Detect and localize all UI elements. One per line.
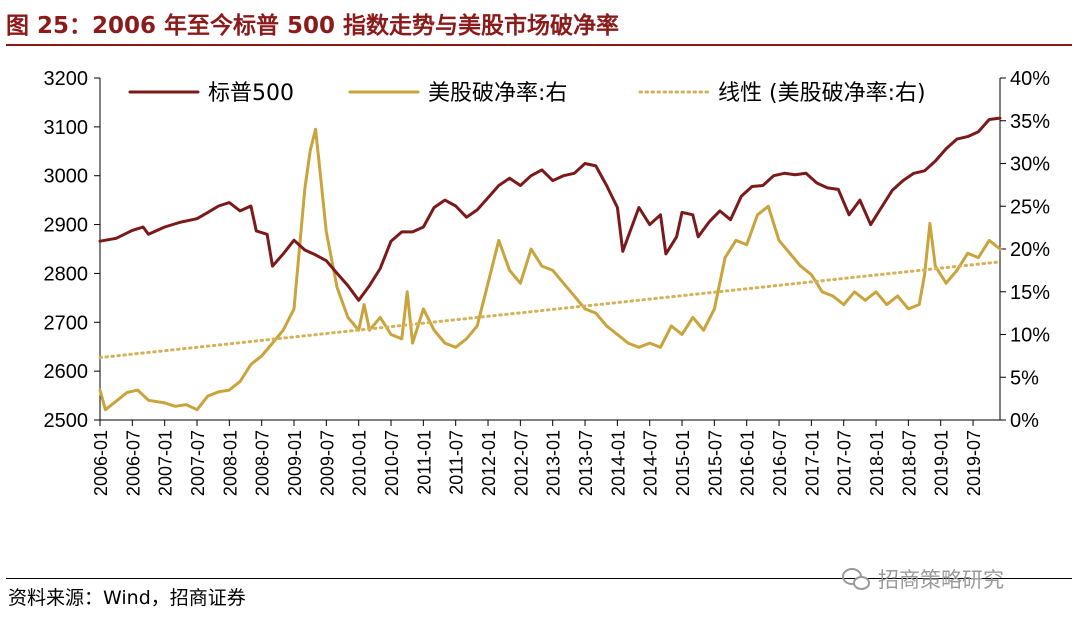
x-tick-label: 2007-07 [188,430,208,496]
x-tick-label: 2009-01 [285,430,305,496]
x-tick-label: 2014-01 [608,430,628,496]
y-left-tick-label: 3100 [44,117,89,139]
x-axis: 2006-01 2006-07 2007-01 2007-07 2008-01 2008-… [91,420,984,496]
y-axis-left: 2500 2600 2700 2800 2900 3000 3100 3200 [44,68,100,432]
y-left-tick-label: 2500 [44,410,89,432]
figure-title: 图 25：2006 年至今标普 500 指数走势与美股市场破净率 [6,8,1072,46]
y-right-tick-label: 10% [1010,325,1050,347]
y-axis-right: 0% 5% 10% 15% 20% 25% 30% 35% 40% [1000,68,1050,432]
x-tick-label: 2017-07 [835,430,855,496]
y-left-tick-label: 2700 [44,312,89,334]
x-tick-label: 2018-07 [899,430,919,496]
x-tick-label: 2019-07 [964,430,984,496]
series-line-2 [98,260,1002,360]
x-tick-label: 2019-01 [932,430,952,496]
axes-frame [99,78,1001,421]
x-tick-label: 2016-07 [770,430,790,496]
x-tick-label: 2013-07 [576,430,596,496]
y-right-tick-label: 35% [1010,111,1050,133]
x-tick-label: 2015-07 [705,430,725,496]
x-tick-label: 2015-01 [673,430,693,496]
source-divider [6,578,1072,579]
legend: 标普500 美股破净率:右 线性 (美股破净率:右) [128,81,926,106]
watermark: 招商策略研究 [842,564,1004,594]
x-tick-label: 2007-01 [156,430,176,496]
y-right-tick-label: 25% [1010,196,1050,218]
x-tick-label: 2006-01 [91,430,111,496]
y-left-tick-label: 2900 [44,215,89,237]
y-left-tick-label: 2800 [44,263,89,285]
series-line-0 [98,116,1002,302]
wechat-icon [842,568,870,590]
y-left-tick-label: 3200 [44,68,89,90]
x-tick-label: 2012-07 [511,430,531,496]
x-tick-label: 2009-07 [317,430,337,496]
x-tick-label: 2016-01 [738,430,758,496]
x-tick-label: 2017-01 [802,430,822,496]
x-tick-label: 2008-01 [220,430,240,496]
series-line-1 [98,127,1002,412]
x-tick-label: 2011-07 [447,430,467,495]
x-tick-label: 2013-01 [544,430,564,496]
y-right-tick-label: 20% [1010,239,1050,261]
legend-label-1: 美股破净率:右 [428,81,567,106]
x-tick-label: 2011-01 [414,430,434,495]
y-left-tick-label: 2600 [44,361,89,383]
legend-label-0: 标普500 [208,81,294,106]
x-tick-label: 2010-01 [350,430,370,496]
x-tick-label: 2014-07 [641,430,661,496]
source-note: 资料来源：Wind，招商证券 [8,587,246,609]
y-right-tick-label: 5% [1010,367,1039,389]
x-tick-label: 2012-01 [479,430,499,496]
x-tick-label: 2008-07 [253,430,273,496]
x-tick-label: 2006-07 [123,430,143,496]
y-right-tick-label: 0% [1010,410,1039,432]
x-tick-label: 2018-01 [867,430,887,496]
y-right-tick-label: 40% [1010,68,1050,90]
y-right-tick-label: 30% [1010,154,1050,176]
y-right-tick-label: 15% [1010,282,1050,304]
series-layer [98,116,1002,412]
y-left-tick-label: 3000 [44,166,89,188]
chart-area: 2500 2600 2700 2800 2900 3000 3100 3200 0% 5% 10%… [44,68,1051,496]
watermark-text: 招商策略研究 [878,568,1004,592]
legend-label-2: 线性 (美股破净率:右) [718,81,926,106]
x-tick-label: 2010-07 [382,430,402,496]
